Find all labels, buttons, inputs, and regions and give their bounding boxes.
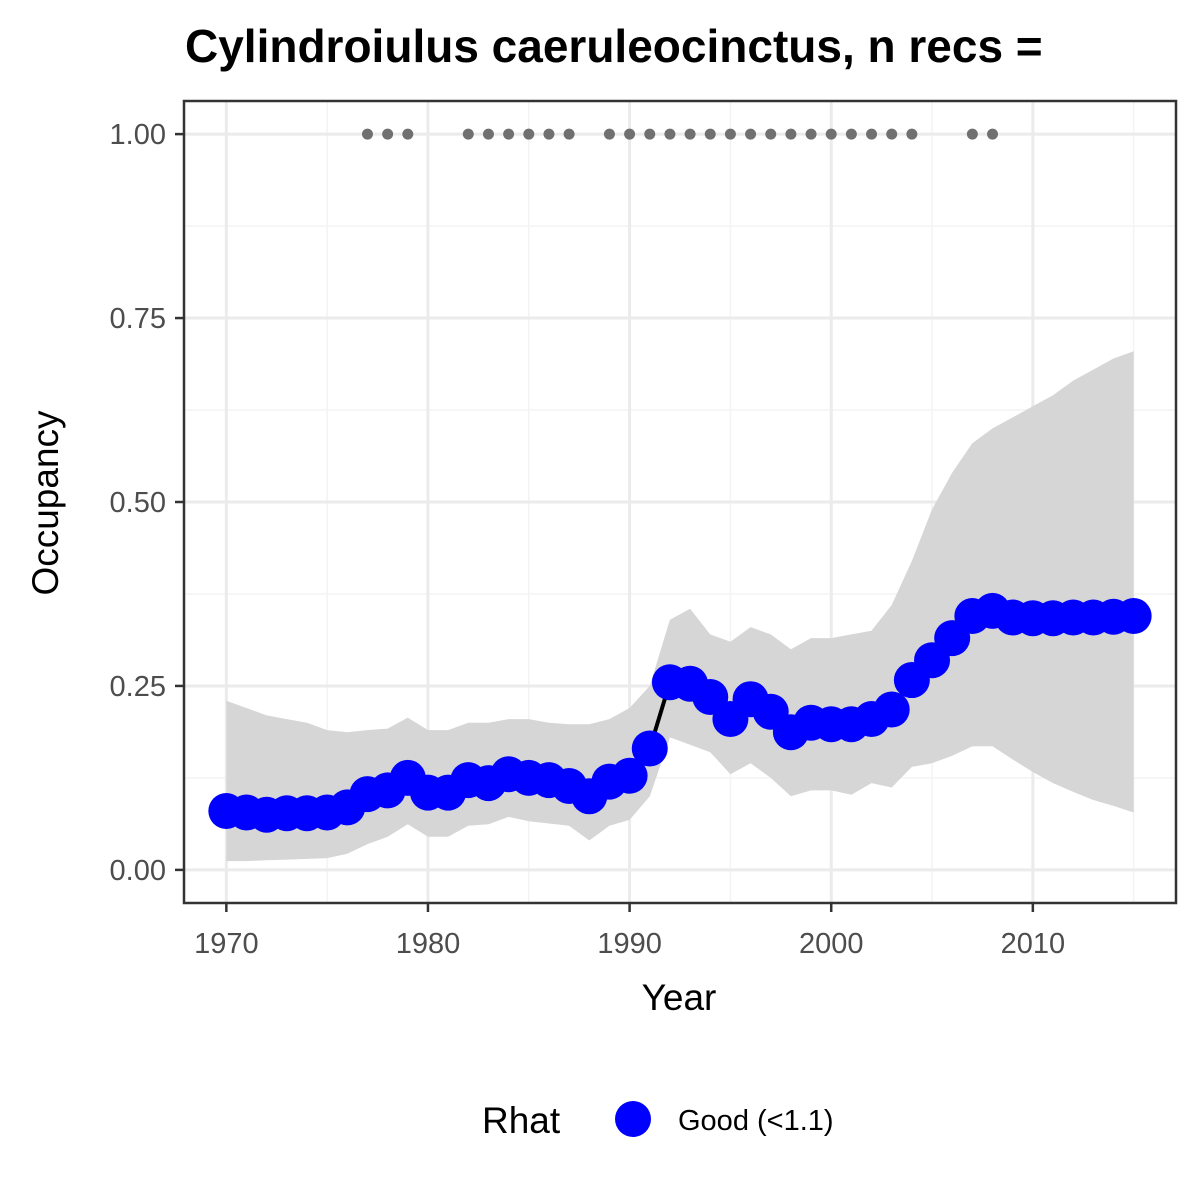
record-marker [785,128,797,140]
record-marker [382,128,394,140]
x-tick-label: 1970 [194,928,259,960]
legend: Rhat Good (<1.1) [482,1100,834,1141]
data-point [1115,598,1152,635]
data-point [631,730,668,767]
y-axis-title: Occupancy [25,410,66,596]
record-marker [664,128,676,140]
record-marker [563,128,575,140]
y-tick-label: 0.50 [110,487,166,519]
legend-key-good [615,1101,651,1137]
record-marker [624,128,636,140]
record-marker [543,128,555,140]
y-tick-label: 0.75 [110,303,166,335]
record-marker [684,128,696,140]
x-tick-label: 1980 [396,928,461,960]
data-point [873,691,910,728]
x-tick-label: 1990 [597,928,662,960]
x-tick-label: 2000 [799,928,864,960]
record-marker [503,128,515,140]
y-tick-label: 1.00 [110,119,166,151]
y-tick-label: 0.00 [110,855,166,887]
y-tick-label: 0.25 [110,671,166,703]
record-marker [361,128,373,140]
plot-area: 1970 1980 1990 2000 2010 0.00 0.25 0.50 0.75 1.00 [110,99,1178,960]
confidence-ribbon [226,351,1134,862]
legend-label-good: Good (<1.1) [678,1105,834,1137]
record-marker [906,128,918,140]
chart-title: Cylindroiulus caeruleocinctus, n recs = [185,20,1043,72]
record-marker [523,128,535,140]
record-marker [704,128,716,140]
record-marker [462,128,474,140]
record-marker [866,128,878,140]
record-marker [825,128,837,140]
x-tick-label: 2010 [1001,928,1066,960]
data-point [611,757,648,794]
record-marker [886,128,898,140]
record-marker [603,128,615,140]
record-marker [966,128,978,140]
record-marker [724,128,736,140]
record-marker [845,128,857,140]
record-marker [987,128,999,140]
record-marker [402,128,414,140]
record-marker [482,128,494,140]
record-marker [765,128,777,140]
record-marker [644,128,656,140]
x-axis-title: Year [642,977,717,1018]
record-marker [745,128,757,140]
legend-title: Rhat [482,1100,561,1141]
record-marker [805,128,817,140]
